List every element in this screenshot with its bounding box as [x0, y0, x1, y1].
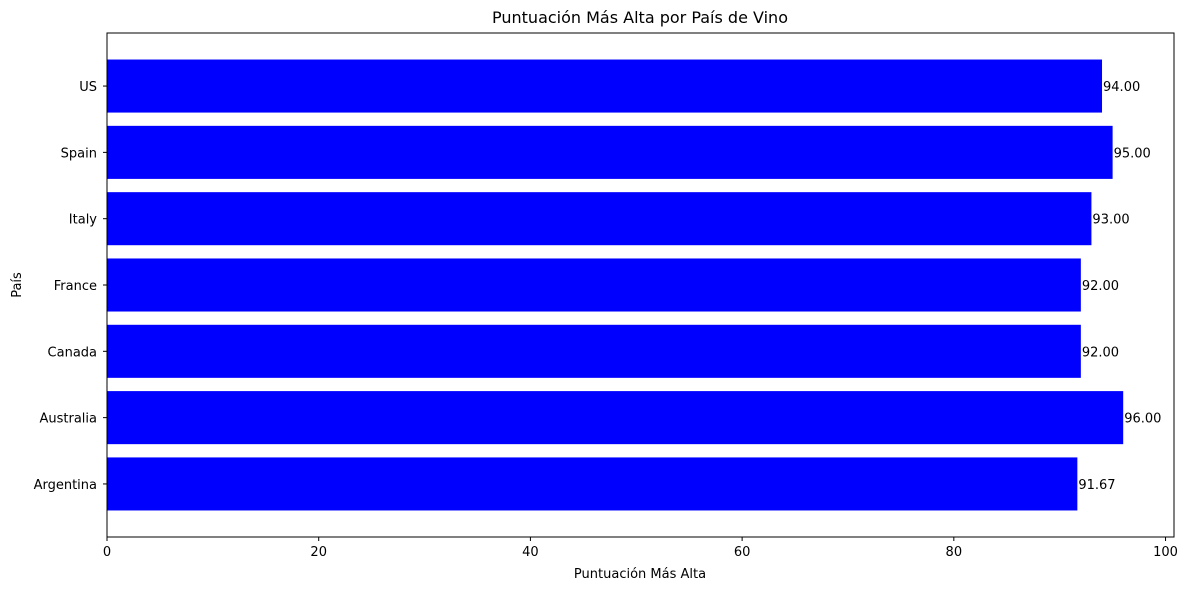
y-axis-label: País [10, 272, 25, 298]
bar-france [107, 258, 1081, 312]
bar-australia [107, 391, 1124, 445]
y-axis-ticks: Argentina Australia Canada France Italy Spain… [34, 80, 107, 493]
y-tick-label: Argentina [34, 478, 97, 493]
data-label: 96.00 [1124, 412, 1161, 427]
x-tick-label: 100 [1153, 545, 1178, 560]
chart-title: Puntuación Más Alta por País de Vino [492, 8, 788, 27]
data-labels-group: 91.67 96.00 92.00 92.00 93.00 95.00 94.00 [1078, 80, 1161, 493]
y-tick-label: France [54, 279, 97, 294]
data-label: 92.00 [1082, 345, 1119, 360]
x-tick-label: 60 [734, 545, 751, 560]
data-label: 93.00 [1092, 213, 1129, 228]
data-label: 92.00 [1082, 279, 1119, 294]
x-axis-ticks: 0 20 40 60 80 100 [103, 537, 1178, 560]
x-tick-label: 20 [310, 545, 327, 560]
x-tick-label: 80 [946, 545, 963, 560]
y-tick-label: US [79, 80, 97, 95]
bar-canada [107, 324, 1081, 378]
bar-spain [107, 125, 1113, 179]
y-tick-label: Italy [69, 213, 98, 228]
x-tick-label: 0 [103, 545, 111, 560]
data-label: 95.00 [1114, 146, 1151, 161]
x-axis-label: Puntuación Más Alta [574, 567, 706, 582]
y-tick-label: Australia [39, 412, 97, 427]
y-tick-label: Canada [48, 345, 97, 360]
x-tick-label: 40 [522, 545, 539, 560]
bar-argentina [107, 457, 1078, 511]
y-tick-label: Spain [61, 146, 97, 161]
plot-frame [106, 32, 1175, 538]
data-label: 94.00 [1103, 80, 1140, 95]
bar-italy [107, 192, 1092, 246]
bar-us [107, 59, 1103, 113]
data-label: 91.67 [1078, 478, 1115, 493]
bars-group [107, 59, 1124, 511]
